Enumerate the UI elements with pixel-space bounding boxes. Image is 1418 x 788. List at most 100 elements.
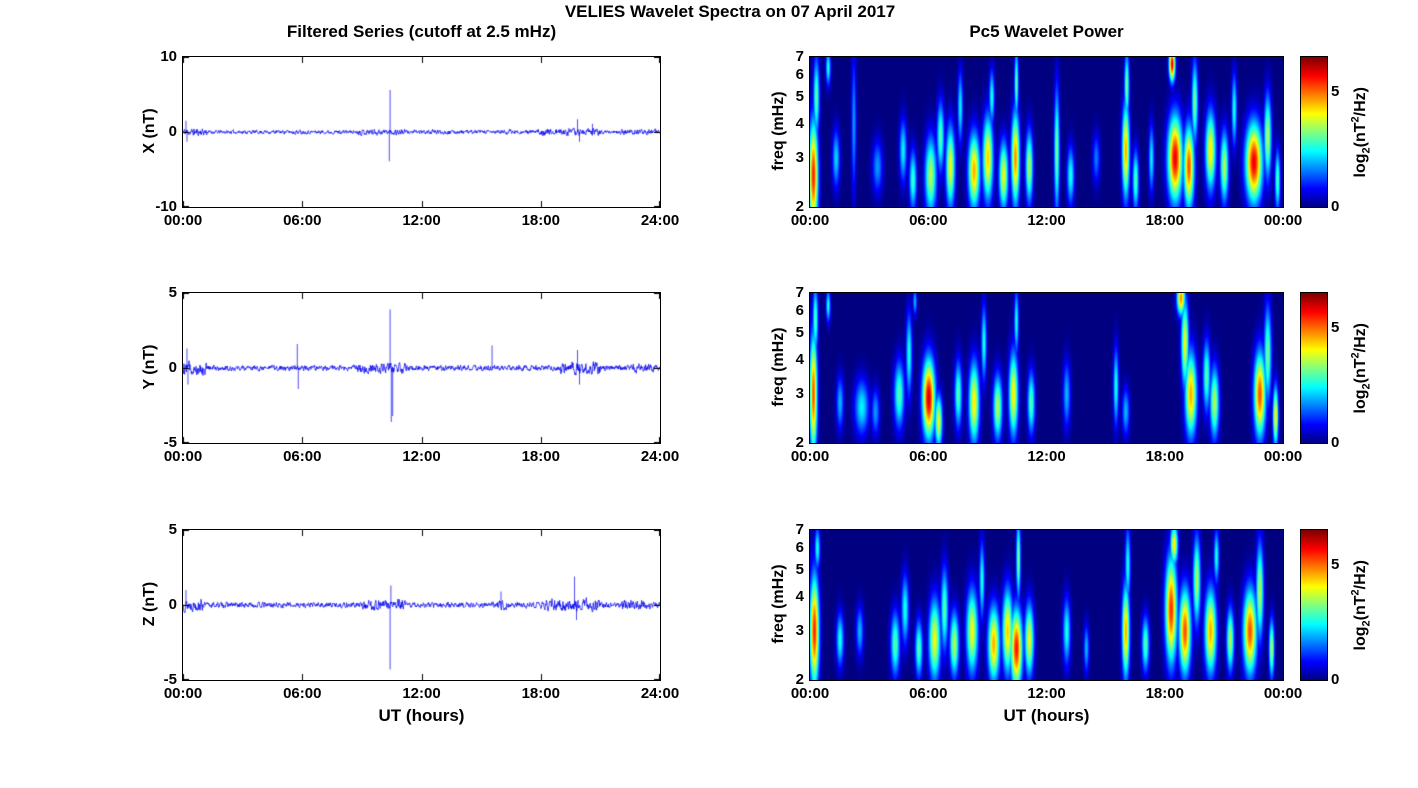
colorbar-label-tail: /Hz) xyxy=(1352,560,1370,590)
timeseries-panel-x xyxy=(182,56,661,208)
colorbar-label-tail: /Hz) xyxy=(1352,87,1370,117)
left-column-title: Filtered Series (cutoff at 2.5 mHz) xyxy=(286,22,557,41)
freq-tick-label: 2 xyxy=(795,434,804,451)
ytick-label: -5 xyxy=(163,434,177,451)
xtick-label: 06:00 xyxy=(909,212,948,229)
ytick-label: 0 xyxy=(168,359,177,376)
colorbar-label-sub: 2 xyxy=(1360,147,1373,154)
spectrogram-panel-x xyxy=(809,56,1284,208)
freq-tick-label: 3 xyxy=(795,385,804,403)
freq-axis-label: freq (mHz) xyxy=(770,91,787,171)
colorbar-label-base: log xyxy=(1352,153,1370,178)
xtick-label: 00:00 xyxy=(1263,685,1303,702)
ylabel-z: Z (nT) xyxy=(141,581,158,627)
colorbar-x xyxy=(1300,56,1328,208)
timeseries-panel-z xyxy=(182,529,661,681)
freq-axis-label: freq (mHz) xyxy=(770,327,787,407)
spectrogram-panel-y xyxy=(809,292,1284,444)
xtick-label: 00:00 xyxy=(1263,448,1303,465)
colorbar-tick-label: 0 xyxy=(1331,671,1340,688)
xtick-label: 18:00 xyxy=(521,448,560,465)
colorbar-label-base: log xyxy=(1352,389,1370,414)
xtick-label: 00:00 xyxy=(790,212,830,229)
freq-tick-label: 4 xyxy=(795,351,804,368)
xtick-label: 06:00 xyxy=(283,212,322,229)
freq-tick-label: 7 xyxy=(795,521,804,538)
xtick-label: 24:00 xyxy=(640,685,680,702)
freq-tick-label: 7 xyxy=(795,48,804,65)
xtick-label: 12:00 xyxy=(1027,685,1066,702)
colorbar-label: log2(nT2/Hz) xyxy=(1350,520,1373,690)
freq-tick-label: 3 xyxy=(795,149,804,167)
freq-tick-label: 5 xyxy=(795,88,804,106)
colorbar-label-sub: 2 xyxy=(1360,620,1373,627)
freq-tick-label: 4 xyxy=(795,115,804,132)
timeseries-panel-y xyxy=(182,292,661,444)
ut-label-left: UT (hours) xyxy=(378,706,465,725)
right-column-title: Pc5 Wavelet Power xyxy=(969,22,1124,41)
colorbar-tick-label: 0 xyxy=(1331,434,1340,451)
colorbar-label-base: log xyxy=(1352,626,1370,651)
spectrogram-canvas-y xyxy=(810,293,1283,443)
timeseries-canvas-y xyxy=(183,293,660,443)
timeseries-canvas-x xyxy=(183,57,660,207)
xtick-label: 00:00 xyxy=(163,448,203,465)
xtick-label: 24:00 xyxy=(640,448,680,465)
freq-tick-label: 3 xyxy=(795,622,804,640)
timeseries-canvas-z xyxy=(183,530,660,680)
colorbar-label-sup: 2 xyxy=(1349,589,1362,596)
freq-tick-label: 2 xyxy=(795,198,804,215)
xtick-label: 12:00 xyxy=(402,212,441,229)
xtick-label: 06:00 xyxy=(283,448,322,465)
xtick-label: 12:00 xyxy=(402,685,441,702)
spectrogram-panel-z xyxy=(809,529,1284,681)
colorbar-label: log2(nT2/Hz) xyxy=(1350,47,1373,217)
colorbar-y xyxy=(1300,292,1328,444)
colorbar-canvas-x xyxy=(1301,57,1327,207)
xtick-label: 06:00 xyxy=(283,685,322,702)
xtick-label: 06:00 xyxy=(909,448,948,465)
figure-title: VELIES Wavelet Spectra on 07 April 2017 xyxy=(564,2,896,21)
xtick-label: 18:00 xyxy=(521,685,560,702)
freq-tick-label: 5 xyxy=(795,324,804,342)
freq-tick-label: 6 xyxy=(795,302,804,320)
ytick-label: 0 xyxy=(168,123,177,140)
ylabel-x: X (nT) xyxy=(141,108,158,154)
xtick-label: 18:00 xyxy=(1145,448,1184,465)
colorbar-label-sup: 2 xyxy=(1349,116,1362,123)
colorbar-tick-label: 5 xyxy=(1331,82,1340,100)
freq-tick-label: 2 xyxy=(795,671,804,688)
colorbar-label-mid: (nT xyxy=(1352,122,1370,148)
xtick-label: 12:00 xyxy=(402,448,441,465)
colorbar-canvas-y xyxy=(1301,293,1327,443)
colorbar-tick-label: 5 xyxy=(1331,318,1340,336)
ytick-label: -10 xyxy=(155,198,177,215)
colorbar-label-sub: 2 xyxy=(1360,383,1373,390)
colorbar-label-mid: (nT xyxy=(1352,595,1370,621)
xtick-label: 00:00 xyxy=(163,212,203,229)
freq-tick-label: 6 xyxy=(795,539,804,557)
colorbar-label-mid: (nT xyxy=(1352,358,1370,384)
freq-axis-label: freq (mHz) xyxy=(770,564,787,644)
xtick-label: 18:00 xyxy=(521,212,560,229)
colorbar-tick-label: 0 xyxy=(1331,198,1340,215)
ytick-label: 5 xyxy=(168,521,177,538)
xtick-label: 00:00 xyxy=(790,685,830,702)
xtick-label: 00:00 xyxy=(790,448,830,465)
xtick-label: 18:00 xyxy=(1145,685,1184,702)
colorbar-canvas-z xyxy=(1301,530,1327,680)
freq-tick-label: 6 xyxy=(795,66,804,84)
xtick-label: 00:00 xyxy=(1263,212,1303,229)
freq-tick-label: 4 xyxy=(795,588,804,605)
xtick-label: 00:00 xyxy=(163,685,203,702)
colorbar-label-sup: 2 xyxy=(1349,352,1362,359)
freq-tick-label: 5 xyxy=(795,561,804,579)
colorbar-tick-label: 5 xyxy=(1331,555,1340,573)
xtick-label: 12:00 xyxy=(1027,212,1066,229)
colorbar-label: log2(nT2/Hz) xyxy=(1350,283,1373,453)
xtick-label: 18:00 xyxy=(1145,212,1184,229)
ut-label-right: UT (hours) xyxy=(1003,706,1090,725)
ytick-label: -5 xyxy=(163,671,177,688)
ylabel-y: Y (nT) xyxy=(141,344,158,390)
